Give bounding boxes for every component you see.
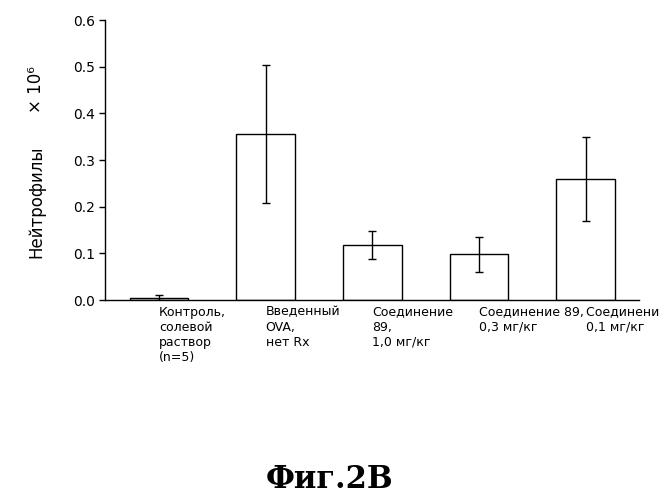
Bar bbox=[449, 254, 508, 300]
Text: × 10⁶: × 10⁶ bbox=[27, 66, 45, 114]
Text: Нейтрофилы: Нейтрофилы bbox=[27, 146, 45, 258]
Text: Фиг.2B: Фиг.2B bbox=[266, 464, 393, 495]
Bar bbox=[556, 178, 615, 300]
Bar bbox=[237, 134, 295, 300]
Bar bbox=[343, 245, 402, 300]
Bar bbox=[130, 298, 188, 300]
